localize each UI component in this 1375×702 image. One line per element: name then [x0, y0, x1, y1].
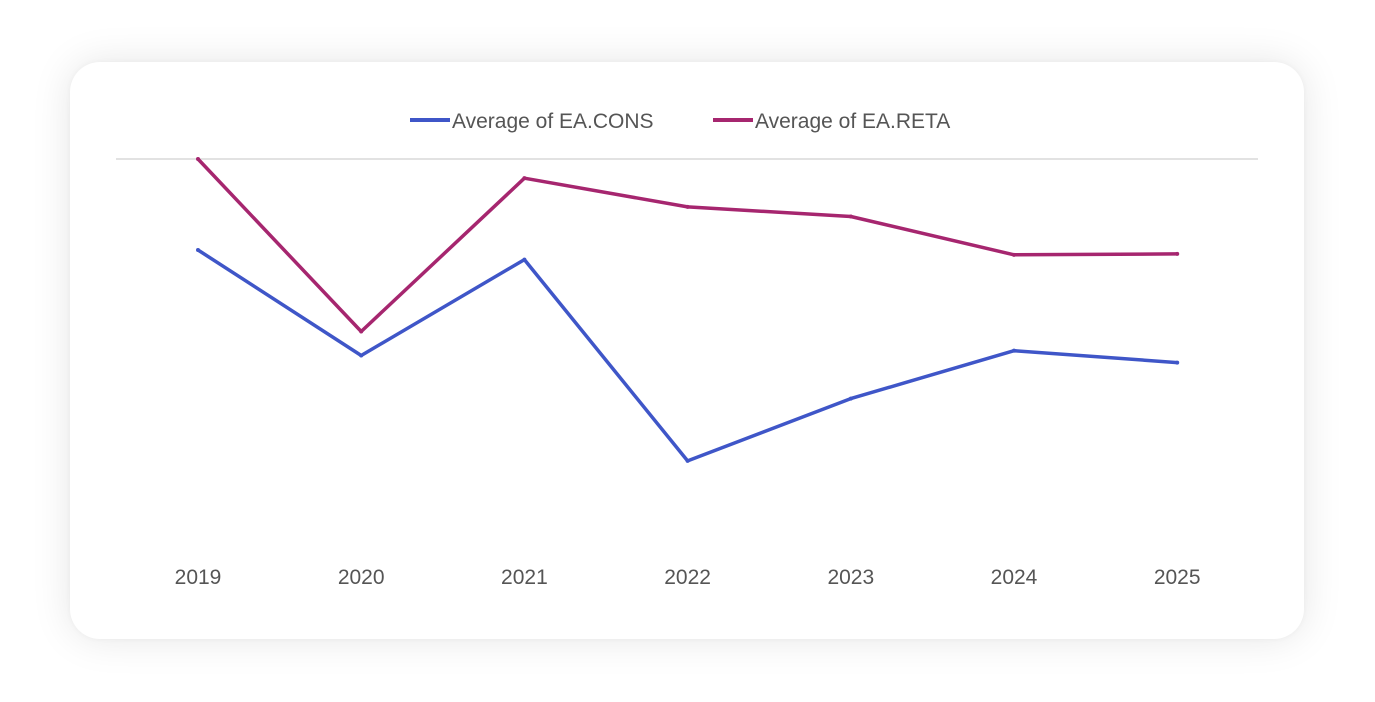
data-point-cons-2021[interactable]: [522, 257, 527, 262]
data-point-reta-2021[interactable]: [522, 176, 527, 181]
legend: Average of EA.CONS Average of EA.RETA: [410, 110, 950, 133]
x-tick-label-2020: 2020: [338, 566, 385, 589]
data-point-reta-2025[interactable]: [1175, 251, 1180, 256]
x-axis: 2019 2020 2021 2022 2023 2024 2025: [175, 566, 1201, 589]
legend-label-cons: Average of EA.CONS: [452, 110, 654, 133]
data-point-cons-2023[interactable]: [848, 396, 853, 401]
data-point-reta-2019[interactable]: [196, 157, 200, 161]
data-point-reta-2020[interactable]: [359, 329, 364, 334]
x-tick-label-2019: 2019: [175, 566, 222, 589]
data-point-cons-2020[interactable]: [359, 353, 364, 358]
x-tick-label-2021: 2021: [501, 566, 548, 589]
data-point-cons-2025[interactable]: [1175, 360, 1180, 365]
x-tick-label-2025: 2025: [1154, 566, 1201, 589]
series-line-reta[interactable]: [196, 157, 1178, 334]
x-tick-label-2022: 2022: [664, 566, 711, 589]
legend-item-cons[interactable]: Average of EA.CONS: [410, 110, 654, 133]
series-line-cons[interactable]: [197, 248, 1178, 463]
data-point-cons-2024[interactable]: [1012, 348, 1016, 353]
chart-card: Average of EA.CONS Average of EA.RETA 20…: [70, 62, 1304, 639]
data-point-reta-2024[interactable]: [1012, 252, 1016, 257]
x-tick-label-2024: 2024: [991, 566, 1038, 589]
legend-item-reta[interactable]: Average of EA.RETA: [713, 110, 950, 133]
data-point-cons-2019[interactable]: [196, 248, 200, 253]
x-tick-label-2023: 2023: [827, 566, 874, 589]
data-point-reta-2023[interactable]: [848, 214, 853, 219]
data-point-cons-2022[interactable]: [685, 458, 690, 463]
legend-label-reta: Average of EA.RETA: [755, 110, 950, 133]
series-layer: [196, 157, 1180, 463]
line-chart: Average of EA.CONS Average of EA.RETA 20…: [116, 110, 1258, 589]
data-point-reta-2022[interactable]: [685, 204, 690, 209]
